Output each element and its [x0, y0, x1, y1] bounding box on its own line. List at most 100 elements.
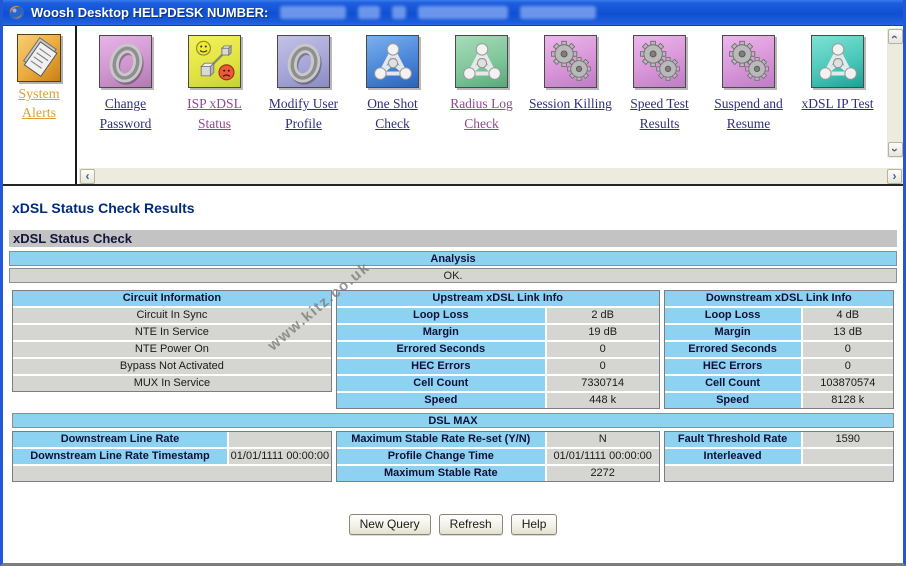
chevron-right-icon: ›: [892, 169, 897, 183]
toolbar-item-isp-xdsl-status[interactable]: ISP xDSL Status: [170, 32, 259, 158]
toolbar-item-radius-log-check[interactable]: Radius Log Check: [437, 32, 526, 158]
row-value: 103870574: [802, 376, 893, 391]
isp-xdsl-status-icon: [188, 35, 241, 88]
row-label: Maximum Stable Rate: [336, 466, 545, 481]
dsl-max-middle-group: Maximum Stable Rate Re-set (Y/N) N Profi…: [335, 431, 660, 482]
horizontal-scrollbar[interactable]: ‹ ›: [79, 167, 903, 184]
toolbar-item-label: ISP xDSL Status: [187, 96, 242, 132]
downstream-link-info-group: Downstream xDSL Link Info Loop Loss 4 dB…: [663, 290, 894, 409]
row-value: 1590: [802, 432, 893, 447]
table-row: NTE In Service: [13, 325, 331, 340]
notepad-icon: [22, 37, 58, 78]
toolbar-region: System Alerts Change Password: [3, 26, 903, 186]
toolbar-item-modify-user-profile[interactable]: Modify User Profile: [259, 32, 348, 158]
suspend-and-resume-icon: [722, 35, 775, 88]
scroll-right-button[interactable]: ›: [887, 168, 902, 184]
row-value: 01/01/1111 00:00:00: [546, 449, 659, 464]
dsl-max-header-row: DSL MAX: [12, 413, 894, 428]
row-label: Errored Seconds: [664, 342, 801, 357]
toolbar-item-label: Change Password: [99, 96, 152, 132]
toolbar-item-speed-test-results[interactable]: Speed Test Results: [615, 32, 704, 158]
sidebar-divider: [75, 26, 77, 184]
page-title: xDSL Status Check Results: [12, 200, 195, 216]
empty-row: [13, 466, 331, 481]
toolbar-item-label: Modify User Profile: [268, 96, 339, 132]
speed-test-results-icon: [633, 35, 686, 88]
scroll-up-button[interactable]: ‹: [887, 29, 903, 44]
row-value: 2 dB: [546, 308, 659, 323]
analysis-header-row: Analysis: [9, 251, 897, 266]
system-alerts-icon[interactable]: [17, 34, 61, 82]
refresh-button[interactable]: Refresh: [438, 514, 503, 535]
redacted-text: [358, 6, 381, 19]
row-label: Fault Threshold Rate: [664, 432, 801, 447]
row-value: [229, 432, 331, 447]
row-label: Speed: [664, 393, 801, 408]
toolbar-item-label: Suspend and Resume: [714, 96, 783, 132]
toolbar-item-suspend-and-resume[interactable]: Suspend and Resume: [704, 32, 793, 158]
table-row: Circuit In Sync: [13, 308, 331, 323]
row-value: 0: [802, 359, 893, 374]
row-value: N: [546, 432, 659, 447]
row-label: Downstream Line Rate Timestamp: [13, 449, 227, 464]
row-value: 19 dB: [546, 325, 659, 340]
chevron-up-icon: ‹: [888, 34, 902, 39]
redacted-text: [418, 6, 509, 19]
action-buttons: New Query Refresh Help: [9, 514, 897, 535]
redacted-text: [392, 6, 407, 19]
row-label: Profile Change Time: [336, 449, 545, 464]
redacted-text: [520, 6, 597, 19]
radius-log-check-icon: [455, 35, 508, 88]
scroll-down-button[interactable]: ›: [887, 142, 903, 157]
row-label: Maximum Stable Rate Re-set (Y/N): [336, 432, 545, 447]
column-header: Downstream xDSL Link Info: [664, 291, 893, 306]
row-value: 13 dB: [802, 325, 893, 340]
row-label: Downstream Line Rate: [13, 432, 227, 447]
window-title: Woosh Desktop HELPDESK NUMBER:: [31, 5, 269, 20]
toolbar-item-xdsl-ip-test[interactable]: xDSL IP Test: [793, 32, 882, 158]
row-value: 0: [546, 359, 659, 374]
row-value: 7330714: [546, 376, 659, 391]
one-shot-check-icon: [366, 35, 419, 88]
row-label: Margin: [336, 325, 545, 340]
analysis-result-row: OK.: [9, 268, 897, 283]
toolbar-item-change-password[interactable]: Change Password: [81, 32, 170, 158]
row-label: Interleaved: [664, 449, 801, 464]
change-password-icon: [99, 35, 152, 88]
row-label: Margin: [664, 325, 801, 340]
row-value: [802, 449, 893, 464]
toolbar-item-label: Speed Test Results: [630, 96, 689, 132]
link-info-table: Circuit Information Circuit In Sync NTE …: [9, 290, 897, 409]
table-row: MUX In Service: [13, 376, 331, 391]
row-label: Cell Count: [664, 376, 801, 391]
dsl-max-right-group: Fault Threshold Rate 1590 Interleaved: [663, 431, 894, 482]
toolbar-item-label: xDSL IP Test: [801, 96, 874, 111]
toolbar-item-label: One Shot Check: [367, 96, 418, 132]
sidebar-item-system-alerts[interactable]: System Alerts: [18, 87, 60, 121]
row-value: 0: [802, 342, 893, 357]
circuit-information-group: Circuit Information Circuit In Sync NTE …: [12, 290, 332, 392]
toolbar-item-session-killing[interactable]: Session Killing: [526, 32, 615, 158]
chevron-left-icon: ‹: [85, 169, 90, 183]
scroll-left-button[interactable]: ‹: [80, 168, 95, 184]
modify-user-profile-icon: [277, 35, 330, 88]
new-query-button[interactable]: New Query: [348, 514, 431, 535]
toolbar-item-label: Session Killing: [529, 96, 612, 111]
toolbar-icons-area: Change Password: [77, 26, 903, 184]
toolbar-item-label: Radius Log Check: [450, 96, 513, 132]
row-value: 4 dB: [802, 308, 893, 323]
column-header: Upstream xDSL Link Info: [336, 291, 659, 306]
help-button[interactable]: Help: [510, 514, 558, 535]
xdsl-ip-test-icon: [811, 35, 864, 88]
dsl-max-table: Downstream Line Rate Downstream Line Rat…: [9, 431, 897, 482]
row-value: 01/01/1111 00:00:00: [229, 449, 331, 464]
session-killing-icon: [544, 35, 597, 88]
toolbar-item-one-shot-check[interactable]: One Shot Check: [348, 32, 437, 158]
vertical-scrollbar[interactable]: ‹ ›: [887, 28, 903, 158]
row-label: Speed: [336, 393, 545, 408]
row-value: 0: [546, 342, 659, 357]
main-content: xDSL Status Check Results xDSL Status Ch…: [3, 186, 903, 535]
column-header: Circuit Information: [13, 291, 331, 306]
row-label: Loop Loss: [336, 308, 545, 323]
